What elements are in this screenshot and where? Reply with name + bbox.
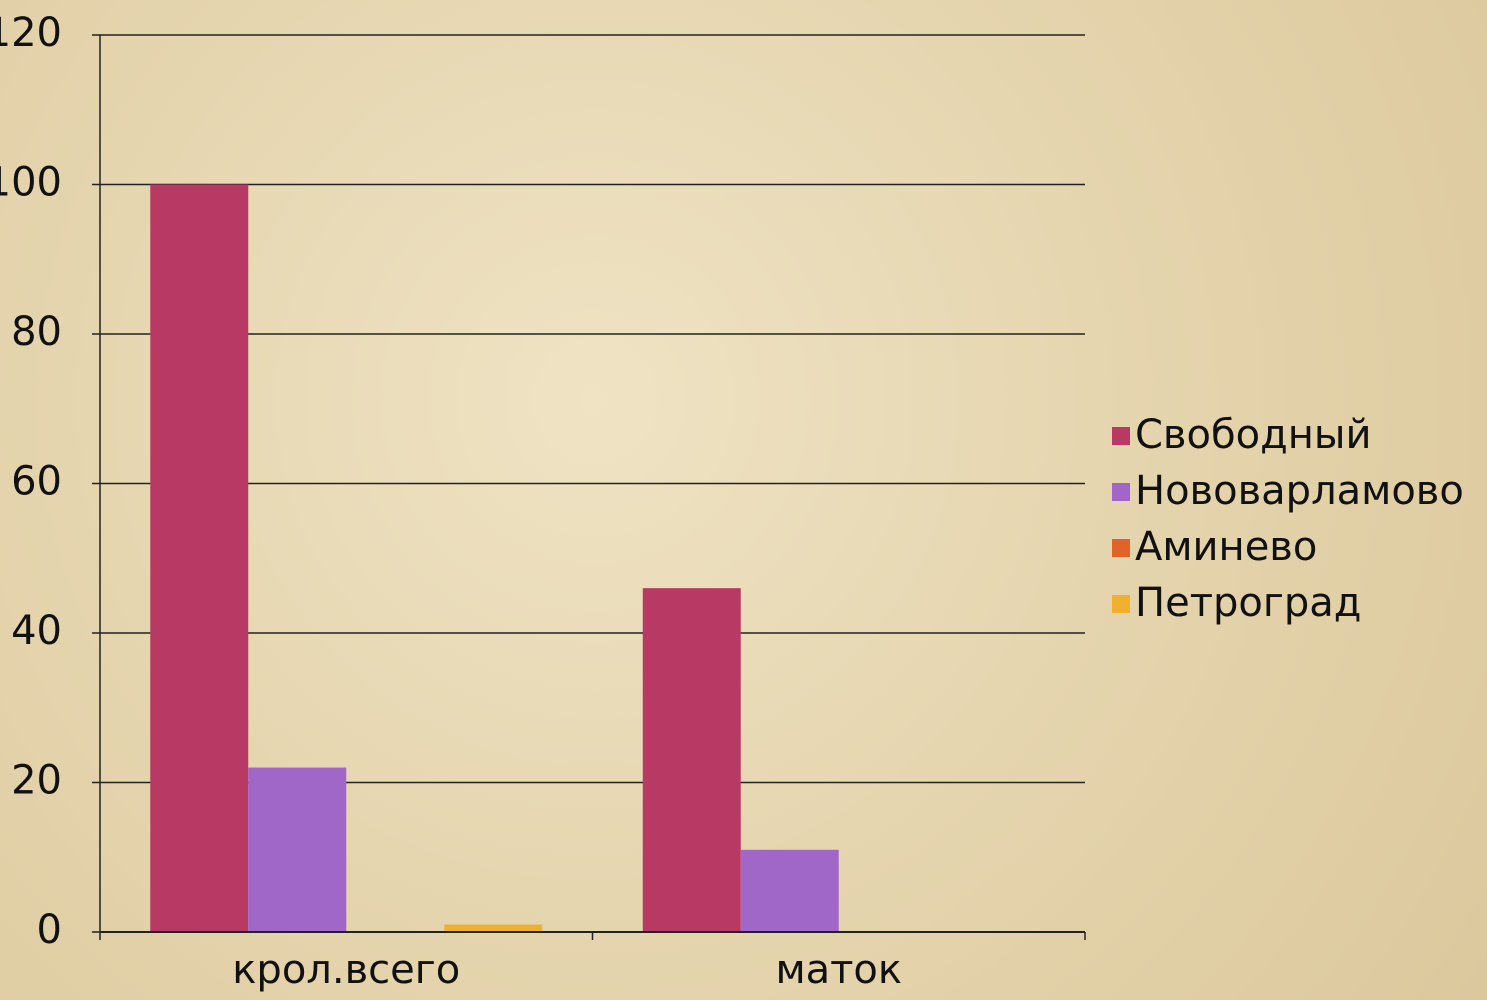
legend-label: Свободный: [1135, 412, 1372, 458]
x-tick-label: маток: [775, 947, 902, 993]
legend-swatch: [1112, 483, 1130, 501]
bar: [444, 924, 543, 932]
bar: [740, 849, 839, 932]
y-tick-label: 40: [11, 608, 62, 654]
y-tick-label: 80: [11, 309, 62, 355]
legend-swatch: [1112, 427, 1130, 445]
bar: [150, 184, 249, 932]
legend-swatch: [1112, 595, 1130, 613]
y-tick-label: 60: [11, 459, 62, 505]
y-tick-label: 100: [0, 160, 62, 206]
legend-label: Аминево: [1135, 524, 1317, 570]
y-tick-label: 120: [0, 10, 62, 56]
y-tick-label: 20: [11, 758, 62, 804]
legend-swatch: [1112, 539, 1130, 557]
y-tick-label: 0: [37, 907, 62, 953]
bar: [642, 588, 741, 932]
x-tick-label: крол.всего: [232, 947, 460, 993]
bar: [248, 767, 347, 932]
legend-label: Петроград: [1135, 580, 1361, 626]
legend-label: Нововарламово: [1135, 468, 1464, 514]
